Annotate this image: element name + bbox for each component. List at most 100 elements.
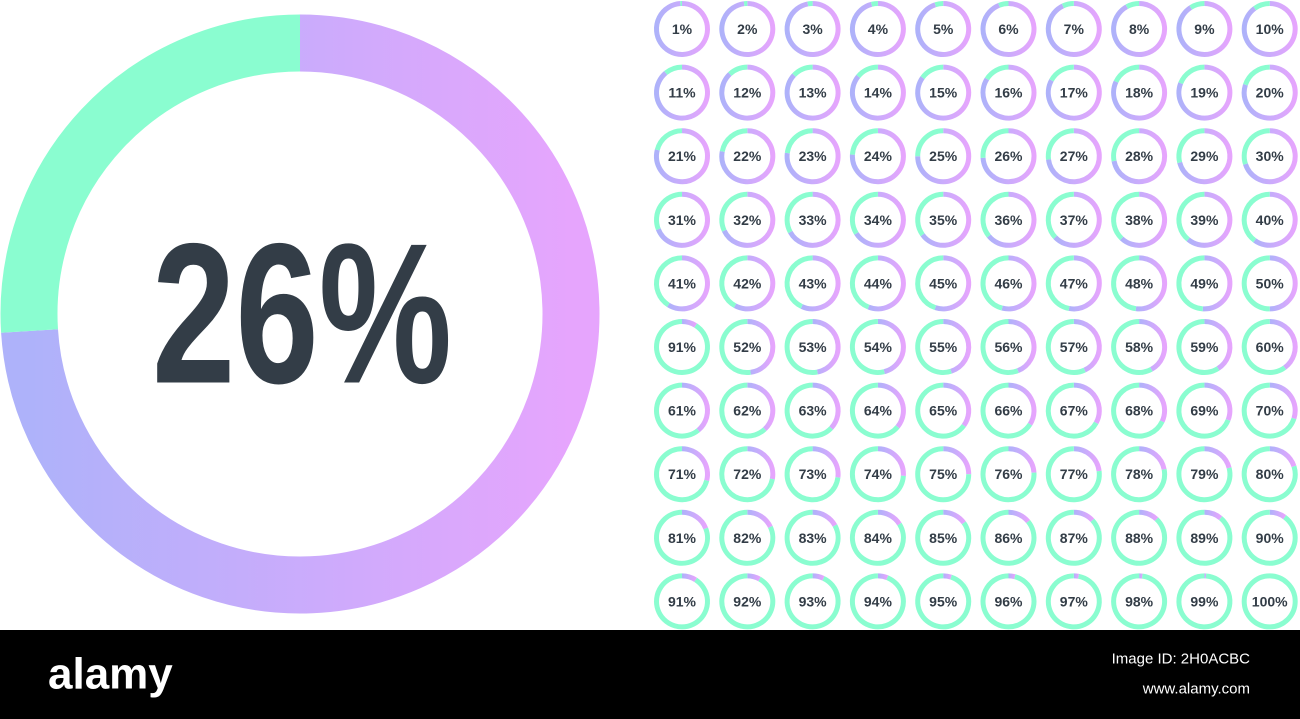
small-percent-label: 14%	[864, 85, 893, 101]
small-percent-label: 19%	[1190, 85, 1219, 101]
small-donut: 93%	[784, 573, 841, 630]
small-arc-rest	[1073, 319, 1102, 373]
small-arc-rest	[980, 128, 1037, 185]
small-arc-fill	[1189, 1, 1205, 10]
small-arc-fill	[915, 319, 952, 375]
small-donut: 38%	[1111, 191, 1168, 248]
small-donut: 21%	[654, 128, 710, 185]
small-arc-rest	[849, 64, 906, 121]
small-donut: 28%	[1111, 128, 1168, 185]
small-donut: 50%	[1241, 255, 1298, 312]
small-arc-rest	[1008, 319, 1037, 374]
small-arc-rest	[1135, 255, 1168, 312]
small-arc-rest	[1008, 446, 1037, 473]
small-arc-fill	[1111, 128, 1140, 162]
small-arc-fill	[1045, 446, 1102, 503]
small-donut: 48%	[1111, 255, 1168, 312]
small-donut: 42%	[719, 255, 776, 312]
small-arc-rest	[877, 509, 902, 526]
small-arc-rest	[1045, 1, 1102, 57]
small-percent-label: 91%	[668, 593, 697, 609]
small-arc-fill	[915, 446, 972, 503]
small-donut: 12%	[719, 64, 776, 121]
small-donut: 70%	[1241, 382, 1298, 439]
small-percent-label: 62%	[733, 403, 762, 419]
small-percent-label: 2%	[737, 21, 758, 37]
small-arc-fill	[1111, 509, 1168, 566]
small-arc-fill	[784, 128, 813, 154]
small-arc-rest	[1111, 1, 1168, 57]
small-arc-fill	[784, 319, 818, 375]
small-arc-rest	[1111, 128, 1168, 185]
small-arc-rest	[1138, 382, 1168, 423]
small-donut: 82%	[719, 509, 776, 566]
small-arc-fill	[1253, 1, 1270, 11]
small-donut: 34%	[849, 191, 906, 248]
small-arc-rest	[1008, 509, 1031, 524]
small-arc-fill	[719, 573, 776, 630]
small-donut: 84%	[849, 509, 906, 566]
small-arc-rest	[747, 382, 776, 432]
small-percent-label: 9%	[1194, 21, 1215, 37]
small-percent-label: 75%	[929, 466, 958, 482]
small-donut: 16%	[980, 64, 1037, 121]
small-arc-rest	[1111, 64, 1168, 121]
small-arc-fill	[915, 509, 972, 566]
small-donut: 81%	[654, 509, 710, 566]
small-percent-label: 8%	[1129, 21, 1150, 37]
small-arc-fill	[1111, 255, 1140, 312]
small-donut: 67%	[1045, 382, 1102, 439]
small-arc-rest	[747, 446, 776, 480]
small-percent-label: 55%	[929, 339, 958, 355]
small-percent-label: 38%	[1125, 212, 1154, 228]
small-arc-fill	[1045, 128, 1074, 160]
small-arc-fill	[984, 64, 1009, 81]
big-donut	[0, 14, 600, 614]
small-percent-label: 28%	[1125, 148, 1154, 164]
small-donut: 46%	[980, 255, 1037, 312]
small-donut: 22%	[719, 128, 776, 185]
small-donut: 63%	[784, 382, 841, 439]
small-percent-label: 41%	[668, 275, 697, 291]
small-arc-fill	[784, 255, 813, 309]
small-donut: 66%	[980, 382, 1037, 439]
small-arc-rest	[747, 319, 776, 375]
small-percent-label: 98%	[1125, 593, 1154, 609]
small-arc-fill	[719, 191, 748, 232]
small-percent-label: 13%	[799, 85, 828, 101]
small-arc-fill	[980, 573, 1037, 630]
small-arc-rest	[1269, 509, 1287, 520]
small-donut: 59%	[1176, 319, 1233, 375]
small-percent-label: 6%	[998, 21, 1019, 37]
small-donut: 52%	[719, 319, 776, 375]
footer-brand: alamy	[48, 650, 173, 699]
small-donut: 88%	[1111, 509, 1168, 566]
small-arc-rest	[719, 1, 776, 57]
small-donut: 61%	[654, 382, 710, 439]
small-percent-label: 21%	[668, 148, 697, 164]
small-donut: 55%	[915, 319, 972, 375]
small-arc-rest	[654, 64, 710, 121]
small-percent-label: 48%	[1125, 275, 1154, 291]
small-percent-label: 64%	[864, 403, 893, 419]
small-arc-fill	[1241, 573, 1298, 630]
small-arc-fill	[654, 509, 710, 566]
small-arc-rest	[681, 382, 710, 433]
small-percent-label: 77%	[1060, 466, 1089, 482]
small-arc-fill	[1176, 382, 1231, 439]
small-donut: 40%	[1241, 191, 1298, 248]
small-donut: 47%	[1045, 255, 1102, 312]
small-donut: 27%	[1045, 128, 1102, 185]
small-arc-rest	[1269, 319, 1298, 370]
small-arc-rest	[681, 573, 698, 583]
small-donut: 10%	[1241, 1, 1298, 57]
small-arc-fill	[980, 319, 1019, 375]
small-arc-rest	[667, 255, 710, 312]
small-percent-label: 5%	[933, 21, 954, 37]
small-arc-fill	[719, 446, 775, 503]
small-donut: 97%	[1045, 573, 1102, 630]
small-percent-label: 52%	[733, 339, 762, 355]
small-percent-label: 60%	[1256, 339, 1285, 355]
small-percent-label: 37%	[1060, 212, 1089, 228]
small-donut: 9%	[1176, 1, 1233, 57]
